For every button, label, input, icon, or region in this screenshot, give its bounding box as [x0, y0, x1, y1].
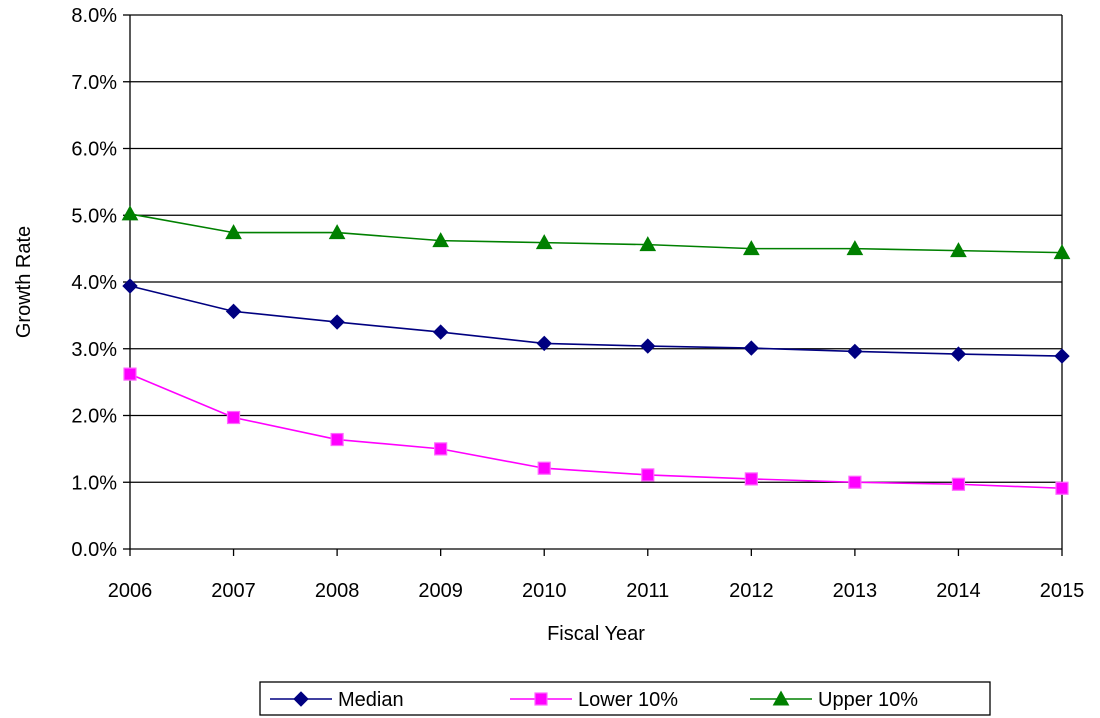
data-point-median	[640, 338, 656, 354]
data-point-upper-10	[639, 236, 657, 252]
y-tick-label: 7.0%	[71, 72, 117, 94]
series-line-median	[129, 285, 1063, 357]
data-point-median	[225, 303, 242, 320]
legend-item-median: Median	[270, 689, 404, 711]
data-point-lower-10	[537, 461, 551, 475]
series-line-lower-10	[129, 373, 1063, 490]
gridlines	[130, 14, 1062, 483]
data-point-upper-10	[1053, 244, 1071, 260]
y-tick-label: 1.0%	[71, 472, 117, 494]
legend-box	[259, 681, 991, 716]
legend-label: Median	[338, 689, 404, 711]
series-median	[122, 278, 1070, 364]
data-point-lower-10	[744, 472, 758, 486]
series-lower-10	[123, 367, 1069, 495]
x-tick-label: 2012	[729, 580, 774, 602]
y-tick-label: 5.0%	[71, 205, 117, 227]
legend-label: Upper 10%	[818, 689, 918, 711]
legend-marker-median	[293, 691, 309, 707]
x-tick-label: 2006	[108, 580, 153, 602]
x-tick-label: 2013	[833, 580, 878, 602]
data-point-lower-10	[641, 468, 655, 482]
data-point-median	[743, 340, 760, 356]
x-tick-label: 2015	[1040, 580, 1085, 602]
y-tick-label: 3.0%	[71, 339, 117, 361]
x-axis-title: Fiscal Year	[547, 623, 645, 645]
data-point-median	[432, 324, 449, 340]
x-tick-label: 2009	[418, 580, 463, 602]
data-point-lower-10	[434, 442, 448, 456]
series-group	[121, 205, 1071, 495]
data-point-upper-10	[121, 205, 139, 221]
data-point-lower-10	[330, 432, 344, 447]
data-point-upper-10	[535, 234, 553, 250]
data-point-median	[536, 335, 552, 352]
x-tick-label: 2007	[211, 580, 256, 602]
series-line-upper-10	[129, 213, 1063, 254]
x-tick-label: 2014	[936, 580, 981, 602]
data-point-upper-10	[950, 242, 967, 258]
data-point-upper-10	[328, 224, 346, 240]
y-tick-label: 0.0%	[71, 539, 117, 561]
data-point-upper-10	[846, 240, 864, 256]
y-tick-label: 6.0%	[71, 139, 117, 161]
data-point-upper-10	[742, 240, 760, 256]
series-upper-10	[121, 205, 1071, 260]
data-point-lower-10	[951, 477, 966, 491]
legend-marker-lower-10	[534, 692, 548, 706]
data-point-median	[950, 346, 967, 362]
data-point-upper-10	[225, 224, 242, 240]
legend-item-lower-10: Lower 10%	[510, 689, 678, 711]
y-tick-label: 4.0%	[71, 272, 117, 294]
y-axis-title: Growth Rate	[13, 226, 35, 338]
data-point-median	[329, 314, 345, 330]
data-point-lower-10	[1055, 481, 1069, 495]
x-axis: 2006 2007 2008 2009 2010 2011 2012 2013 2014 2015	[108, 548, 1085, 602]
y-tick-label: 2.0%	[71, 406, 117, 428]
data-point-median	[1054, 348, 1070, 364]
legend-item-upper-10: Upper 10%	[750, 689, 918, 711]
y-tick-label: 8.0%	[71, 5, 117, 27]
legend-label: Lower 10%	[578, 689, 678, 711]
data-point-lower-10	[226, 410, 241, 425]
data-point-upper-10	[432, 232, 450, 248]
data-point-lower-10	[123, 367, 137, 381]
x-tick-label: 2008	[315, 580, 360, 602]
x-tick-label: 2010	[522, 580, 567, 602]
legend-marker-upper-10	[772, 690, 790, 706]
legend: Median Lower 10% Upper 10%	[259, 681, 991, 716]
data-point-median	[122, 278, 138, 294]
y-axis: 0.0% 1.0% 2.0% 3.0% 4.0% 5.0% 6.0% 7.0% 8.0%	[71, 5, 1063, 561]
x-tick-label: 2011	[626, 580, 669, 602]
data-point-median	[847, 343, 863, 360]
data-point-lower-10	[848, 475, 862, 489]
